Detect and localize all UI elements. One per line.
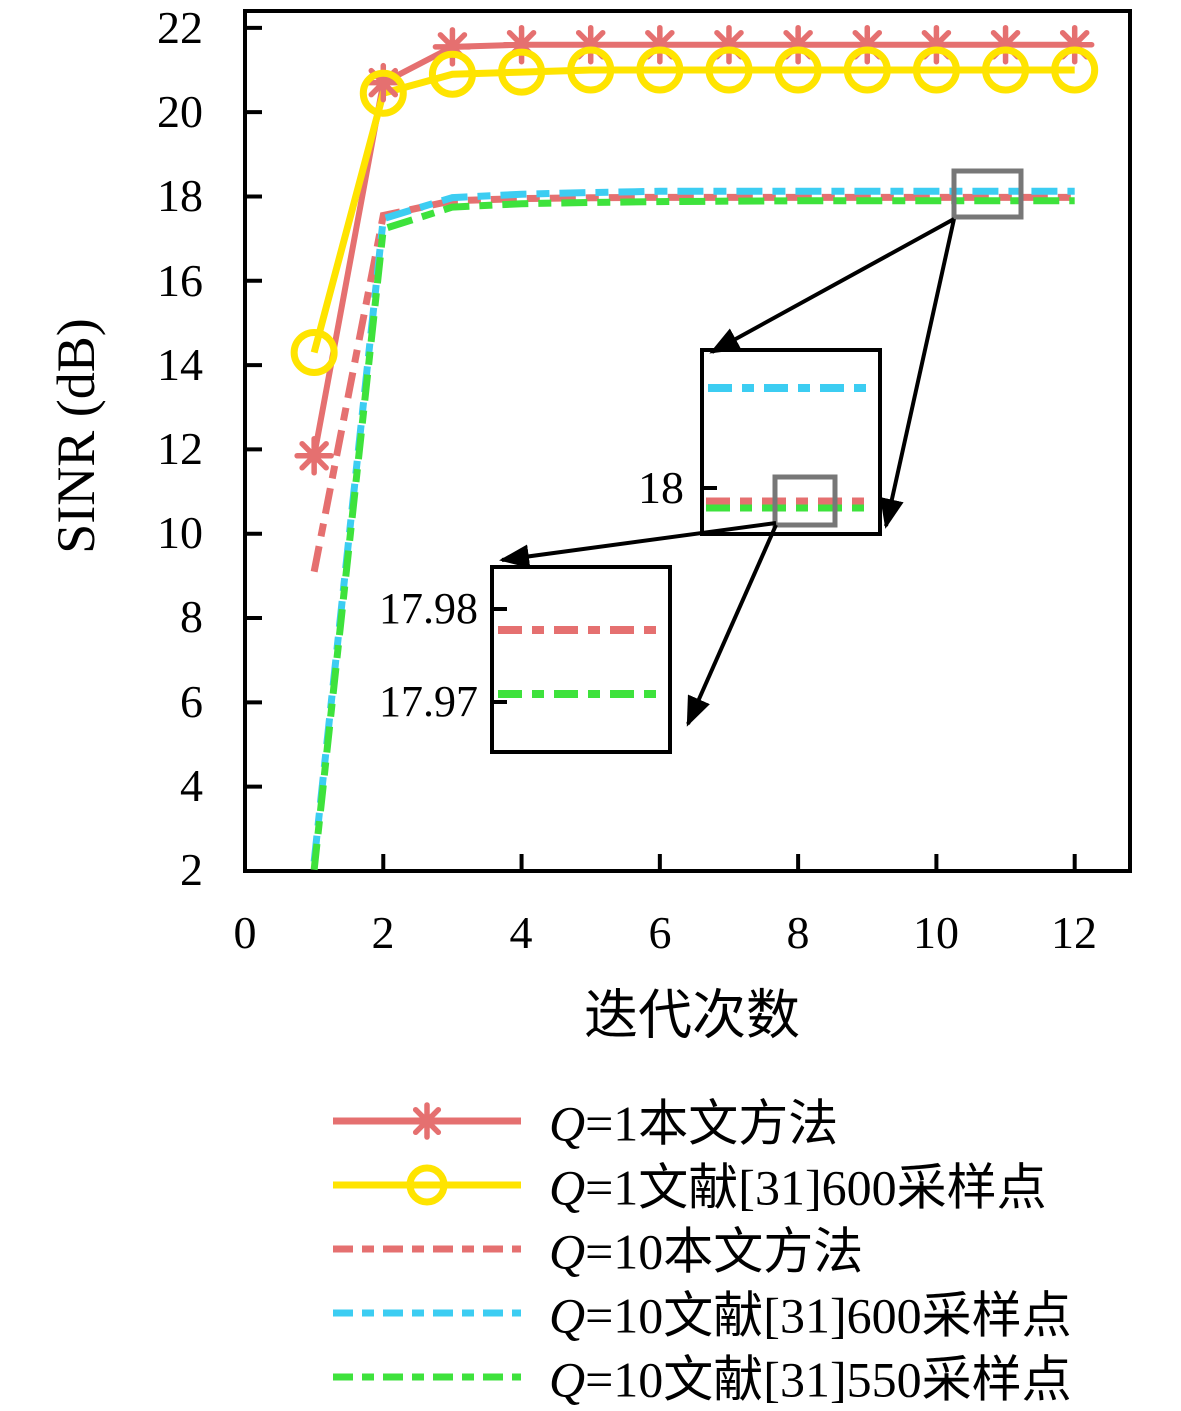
y-tick-label: 4: [180, 760, 203, 811]
series-line-2: [310, 193, 1075, 573]
arrow-box1-to-inset1-topleft: [709, 217, 955, 354]
arrow-box2-to-inset2-topleft: [499, 521, 777, 569]
asterisk-marker: [709, 24, 749, 65]
arrow-box2-to-inset2-bottomright: [686, 524, 778, 727]
y-tick-label: 22: [157, 2, 203, 53]
legend-label-q10-proposed: Q=10本文方法: [549, 1223, 864, 1280]
circle-marker: [843, 46, 891, 94]
x-tick-label: 8: [786, 907, 810, 958]
x-tick-label: 12: [1051, 907, 1097, 958]
asterisk-marker: [778, 24, 818, 65]
y-tick-label: 14: [157, 339, 203, 390]
circle-marker: [498, 48, 546, 96]
circle-marker: [774, 46, 822, 94]
y-tick-label: 18: [157, 170, 203, 221]
inset-upper-tick-label: 18: [638, 462, 684, 513]
asterisk-marker: [363, 62, 404, 103]
y-tick-label: 12: [157, 423, 203, 474]
x-axis-title: 迭代次数: [584, 985, 800, 1046]
zoom-region-box-upper: [951, 168, 1024, 220]
legend-label-q1-ref31-600: Q=1文献[31]600采样点: [549, 1159, 1047, 1216]
x-tick-label: 0: [233, 907, 257, 958]
circle-marker: [428, 50, 476, 98]
legend-label-q10-ref31-550: Q=10文献[31]550采样点: [549, 1351, 1072, 1408]
series-line-3: [310, 187, 1075, 862]
legend-q-symbol: Q: [549, 1159, 586, 1216]
asterisk-marker: [916, 24, 957, 65]
y-tick-label: 8: [180, 591, 203, 642]
circle-marker: [912, 46, 960, 94]
circle-marker: [636, 46, 684, 94]
asterisk-marker: [640, 24, 680, 65]
inset-upper-frame: [700, 348, 882, 536]
x-tick-label: 2: [371, 907, 395, 958]
y-tick-label: 6: [180, 676, 203, 727]
asterisk-marker: [501, 24, 542, 65]
y-tick-label: 2: [180, 844, 203, 895]
inset-lower-frame: [490, 565, 672, 754]
arrow-box1-to-inset1-bottomright: [880, 218, 956, 529]
legend-q-symbol: Q: [549, 1287, 586, 1344]
y-tick-label: 20: [157, 86, 203, 137]
y-tick-label: 16: [157, 255, 203, 306]
legend-label-q1-proposed: Q=1本文方法: [549, 1095, 839, 1152]
legend-asterisk-marker: [408, 1102, 446, 1140]
legend-label-q10-ref31-600: Q=10文献[31]600采样点: [549, 1287, 1072, 1344]
asterisk-marker: [570, 24, 611, 65]
circle-marker: [359, 69, 407, 117]
y-axis-title: SINR (dB): [46, 318, 106, 554]
y-tick-label: 10: [157, 507, 203, 558]
series-line-1: [310, 66, 1075, 354]
asterisk-marker: [847, 24, 888, 65]
legend-q-symbol: Q: [549, 1351, 586, 1408]
asterisk-marker: [432, 27, 473, 67]
inset-lower-tick-17_98: 17.98: [379, 584, 478, 633]
asterisk-marker: [294, 436, 334, 476]
circle-marker: [982, 46, 1030, 94]
legend-q-symbol: Q: [549, 1223, 586, 1280]
x-tick-label: 6: [648, 907, 672, 958]
circle-marker: [290, 328, 338, 376]
legend-q-symbol: Q: [549, 1095, 586, 1152]
plot-border: [243, 9, 1132, 873]
asterisk-marker: [985, 24, 1026, 65]
circle-marker: [567, 46, 615, 94]
inset-lower-tick-17_97: 17.97: [379, 677, 478, 726]
x-tick-label: 10: [913, 907, 959, 958]
asterisk-marker: [1054, 24, 1095, 65]
series-line-0: [311, 41, 1075, 457]
x-tick-label: 4: [509, 907, 533, 958]
legend-circle-marker: [406, 1164, 448, 1206]
zoom-region-box-lower: [772, 474, 838, 528]
circle-marker: [705, 46, 753, 94]
circle-marker: [1051, 46, 1099, 94]
series-line-4: [310, 197, 1075, 871]
